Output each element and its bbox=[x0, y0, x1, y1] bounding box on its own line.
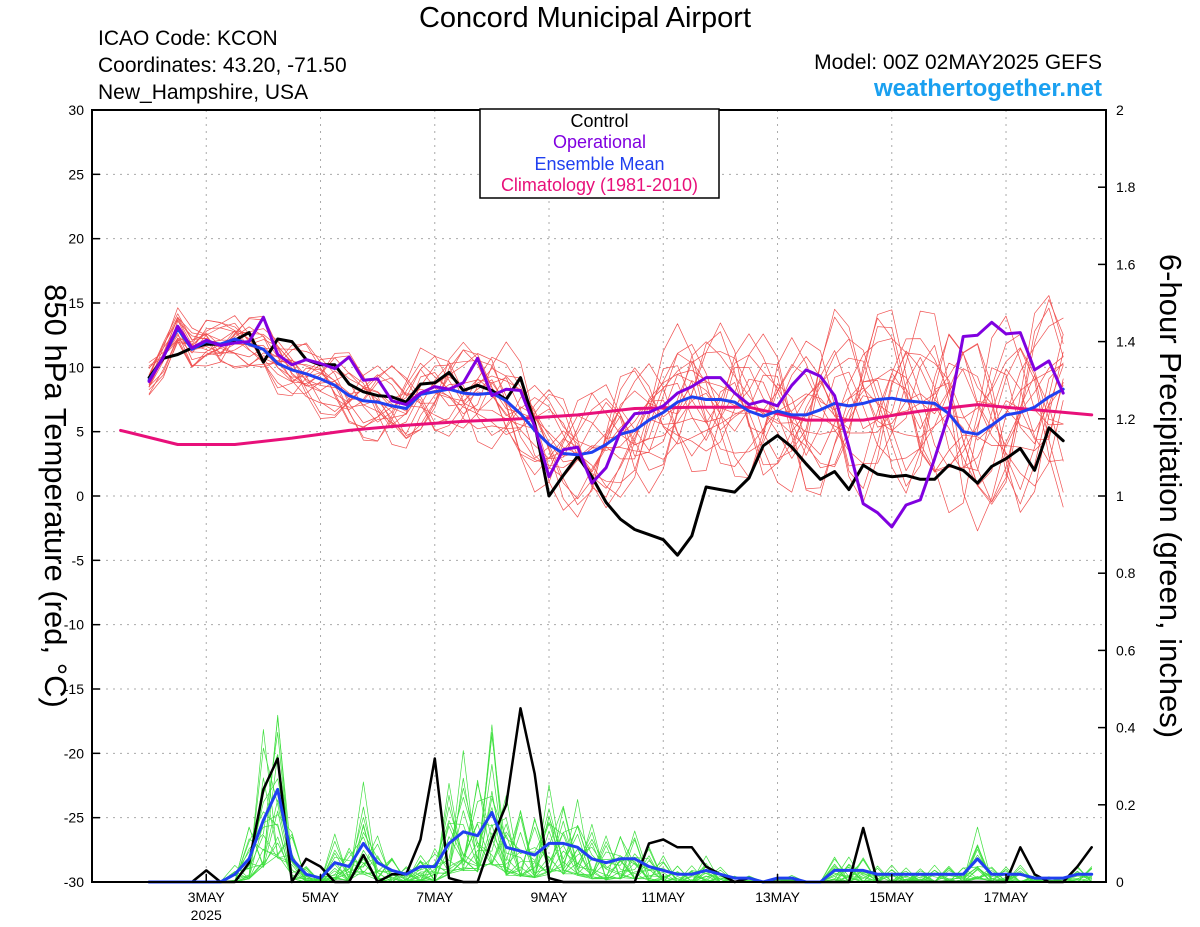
temperature-member-line bbox=[148, 315, 1064, 487]
tick-label-right: 0.8 bbox=[1116, 565, 1136, 581]
tick-label-right: 0 bbox=[1116, 874, 1124, 890]
temperature-member-line bbox=[148, 327, 1064, 506]
tick-label-left: -30 bbox=[64, 874, 84, 890]
ensemble-mean-precip-line bbox=[147, 787, 1094, 884]
coordinates: Coordinates: 43.20, -71.50 bbox=[98, 54, 347, 77]
tick-label-bottom: 11MAY bbox=[641, 889, 685, 905]
tick-label-year: 2025 bbox=[191, 907, 222, 923]
temperature-member-line bbox=[148, 317, 1064, 498]
tick-label-right: 0.2 bbox=[1116, 797, 1136, 813]
legend-climatology: Climatology (1981-2010) bbox=[501, 175, 698, 195]
temperature-member-line bbox=[148, 315, 1064, 478]
tick-label-bottom: 17MAY bbox=[984, 889, 1030, 905]
location: New_Hampshire, USA bbox=[98, 81, 309, 104]
legend-operational: Operational bbox=[553, 132, 646, 152]
legend-box bbox=[479, 108, 720, 199]
tick-label-right: 1.4 bbox=[1116, 334, 1136, 350]
temperature-member-line bbox=[148, 307, 1064, 505]
tick-label-left: 10 bbox=[68, 359, 84, 375]
y-axis-label-left: 850 hPa Temperature (red, °C) bbox=[38, 284, 73, 708]
ensemble-mean-temp-line bbox=[147, 327, 1065, 457]
tick-label-left: 25 bbox=[68, 166, 84, 182]
tick-label-left: 5 bbox=[76, 424, 84, 440]
tick-label-left: -15 bbox=[64, 681, 84, 697]
tick-label-bottom: 9MAY bbox=[530, 889, 568, 905]
tick-label-bottom: 5MAY bbox=[302, 889, 340, 905]
climatology-line bbox=[119, 403, 1094, 446]
tick-label-left: -25 bbox=[64, 810, 84, 826]
y-axis-label-right: 6-hour Precipitation (green, inches) bbox=[1153, 254, 1188, 738]
model-run: Model: 00Z 02MAY2025 GEFS bbox=[814, 51, 1102, 74]
tick-label-bottom: 13MAY bbox=[755, 889, 801, 905]
temperature-member-line bbox=[148, 307, 1064, 487]
temperature-member-line bbox=[148, 332, 1064, 494]
temperature-member-line bbox=[148, 319, 1064, 509]
site-link[interactable]: weathertogether.net bbox=[873, 75, 1102, 102]
legend-control: Control bbox=[570, 111, 628, 131]
tick-label-right: 0.6 bbox=[1116, 642, 1136, 658]
tick-label-left: 0 bbox=[76, 488, 84, 504]
tick-label-right: 1.6 bbox=[1116, 256, 1136, 272]
tick-label-right: 1 bbox=[1116, 488, 1124, 504]
tick-label-left: 20 bbox=[68, 231, 84, 247]
tick-label-right: 0.4 bbox=[1116, 720, 1136, 736]
icao-code: ICAO Code: KCON bbox=[98, 27, 278, 50]
tick-label-left: -10 bbox=[64, 617, 84, 633]
tick-label-left: 30 bbox=[68, 102, 84, 118]
tick-label-bottom: 7MAY bbox=[416, 889, 454, 905]
legend: Control Operational Ensemble Mean Climat… bbox=[479, 108, 720, 199]
tick-label-left: -20 bbox=[64, 745, 84, 761]
tick-label-bottom: 3MAY bbox=[188, 889, 226, 905]
axis-ticks: 302520151050-5-10-15-20-25-3021.81.61.41… bbox=[64, 102, 1136, 923]
tick-label-right: 2 bbox=[1116, 102, 1124, 118]
control-temp-line bbox=[147, 331, 1065, 557]
temperature-member-line bbox=[148, 319, 1064, 518]
tick-label-right: 1.2 bbox=[1116, 411, 1136, 427]
tick-label-left: -5 bbox=[72, 552, 85, 568]
chart-title: Concord Municipal Airport bbox=[418, 2, 752, 34]
legend-ensemble-mean: Ensemble Mean bbox=[534, 154, 664, 174]
tick-label-left: 15 bbox=[68, 295, 84, 311]
tick-label-right: 1.8 bbox=[1116, 179, 1136, 195]
temperature-member-line bbox=[148, 319, 1064, 503]
operational-temp-line bbox=[147, 315, 1065, 529]
temperature-member-line bbox=[148, 320, 1064, 473]
tick-label-bottom: 15MAY bbox=[869, 889, 915, 905]
